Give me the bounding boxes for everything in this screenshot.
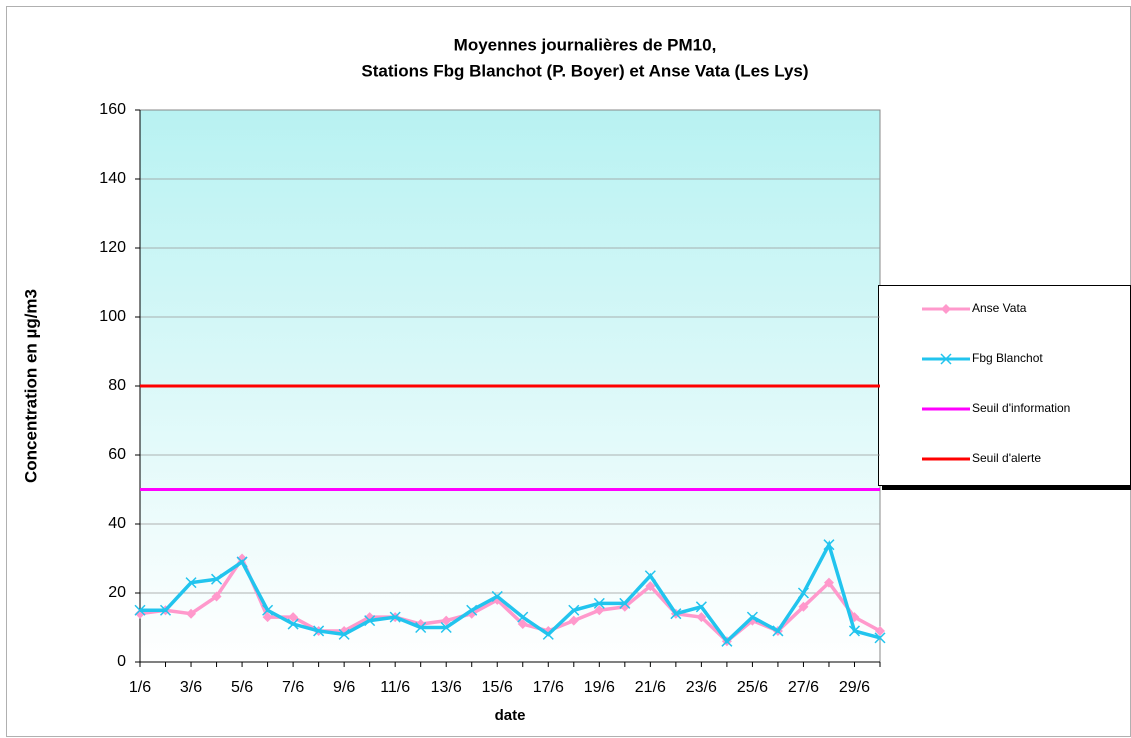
point — [593, 597, 605, 609]
point — [364, 615, 376, 627]
y-tick-label: 60 — [108, 446, 126, 463]
point — [211, 591, 222, 602]
y-tick-label: 100 — [99, 308, 126, 325]
y-tick-label: 0 — [117, 653, 126, 670]
point — [772, 625, 784, 637]
y-tick-label: 40 — [108, 515, 126, 532]
y-tick-label: 80 — [108, 377, 126, 394]
series-line — [140, 540, 881, 644]
point — [517, 619, 528, 630]
point — [185, 577, 197, 589]
chart-title: Stations Fbg Blanchot (P. Boyer) et Anse… — [361, 61, 808, 80]
point — [517, 611, 529, 623]
point — [313, 625, 325, 637]
point — [746, 611, 758, 623]
legend-label: Seuil d'alerte — [972, 451, 1041, 465]
y-tick-label: 120 — [99, 239, 126, 256]
x-tick-label: 15/6 — [482, 679, 513, 696]
point — [134, 604, 146, 616]
x-tick-label: 21/6 — [635, 679, 666, 696]
point — [211, 573, 223, 585]
point — [186, 608, 197, 619]
point — [440, 621, 452, 634]
point — [288, 612, 299, 623]
point — [159, 604, 172, 616]
point — [237, 553, 248, 564]
point — [542, 628, 554, 640]
point — [874, 632, 886, 644]
point — [594, 605, 605, 616]
x-tick-label: 19/6 — [584, 679, 615, 696]
point — [823, 577, 834, 588]
point — [338, 628, 350, 640]
point — [940, 353, 952, 365]
point — [797, 587, 809, 599]
point — [568, 615, 579, 626]
point — [262, 612, 273, 623]
y-tick-label: 160 — [99, 101, 126, 118]
point — [798, 601, 809, 612]
point — [389, 611, 401, 623]
legend-label: Anse Vata — [972, 301, 1027, 315]
point — [568, 604, 580, 616]
x-tick-label: 27/6 — [788, 679, 819, 696]
point — [287, 618, 299, 630]
point — [644, 570, 656, 582]
point — [721, 635, 733, 647]
x-tick-label: 11/6 — [380, 679, 410, 696]
point — [941, 304, 951, 314]
point — [236, 556, 248, 568]
x-tick-label: 13/6 — [431, 679, 462, 696]
point — [466, 604, 478, 616]
y-tick-label: 140 — [99, 170, 126, 187]
y-axis-label: Concentration en µg/m3 — [21, 289, 40, 483]
x-tick-label: 5/6 — [231, 679, 253, 696]
x-tick-label: 9/6 — [333, 679, 355, 696]
point — [441, 615, 452, 626]
point — [848, 625, 861, 637]
x-tick-label: 29/6 — [839, 679, 870, 696]
point — [491, 590, 503, 602]
x-tick-label: 1/6 — [129, 679, 151, 696]
x-tick-label: 17/6 — [533, 679, 564, 696]
x-tick-label: 7/6 — [282, 679, 304, 696]
x-axis-label: date — [495, 707, 526, 724]
point — [262, 604, 274, 616]
x-tick-label: 25/6 — [737, 679, 768, 696]
point — [823, 539, 835, 551]
point — [695, 601, 707, 613]
y-tick-label: 20 — [108, 584, 126, 601]
point — [670, 608, 682, 620]
chart-title: Moyennes journalières de PM10, — [454, 35, 717, 54]
point — [415, 621, 427, 634]
x-tick-label: 3/6 — [180, 679, 202, 696]
legend-box — [878, 285, 1131, 486]
legend-label: Seuil d'information — [972, 401, 1070, 415]
point — [696, 612, 707, 623]
point — [875, 625, 885, 636]
x-tick-label: 23/6 — [686, 679, 717, 696]
legend-label: Fbg Blanchot — [972, 351, 1043, 365]
point — [645, 581, 656, 592]
point — [619, 597, 631, 609]
